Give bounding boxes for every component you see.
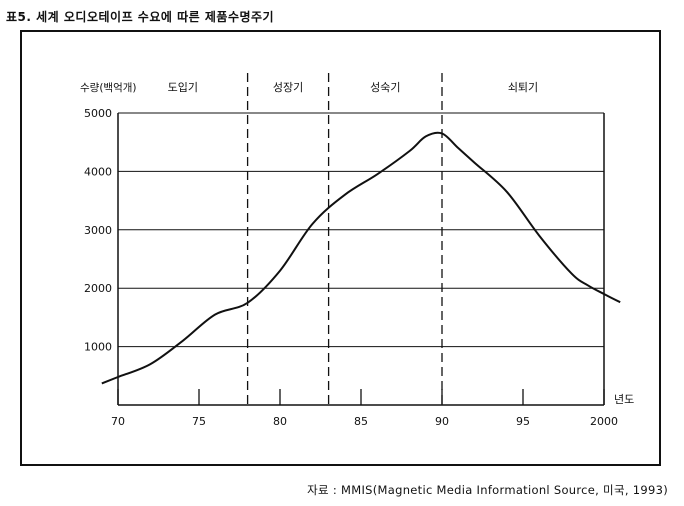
y-tick-label: 5000	[84, 107, 112, 120]
source-note: 자료 : MMIS(Magnetic Media Informationl So…	[307, 483, 668, 497]
x-tick-label: 95	[516, 415, 530, 428]
x-tick-label: 75	[192, 415, 206, 428]
x-tick-label: 85	[354, 415, 368, 428]
phase-label: 성숙기	[370, 81, 400, 94]
x-tick-label: 70	[111, 415, 125, 428]
demand-series-line	[101, 131, 621, 385]
x-tick-label: 90	[435, 415, 449, 428]
y-tick-label: 4000	[84, 165, 112, 178]
phase-label: 성장기	[273, 81, 303, 94]
y-tick-label: 3000	[84, 224, 112, 237]
phase-label: 도입기	[168, 81, 198, 94]
phase-label: 쇠퇴기	[508, 81, 538, 94]
x-axis-label: 년도	[614, 393, 634, 406]
chart-frame	[20, 30, 661, 466]
chart-title: 표5. 세계 오디오테이프 수요에 따른 제품수명주기	[6, 10, 275, 24]
x-tick-label: 2000	[590, 415, 618, 428]
y-tick-label: 1000	[84, 341, 112, 354]
x-tick-label: 80	[273, 415, 287, 428]
y-tick-label: 2000	[84, 282, 112, 295]
y-axis-label: 수량(백억개)	[80, 82, 137, 94]
